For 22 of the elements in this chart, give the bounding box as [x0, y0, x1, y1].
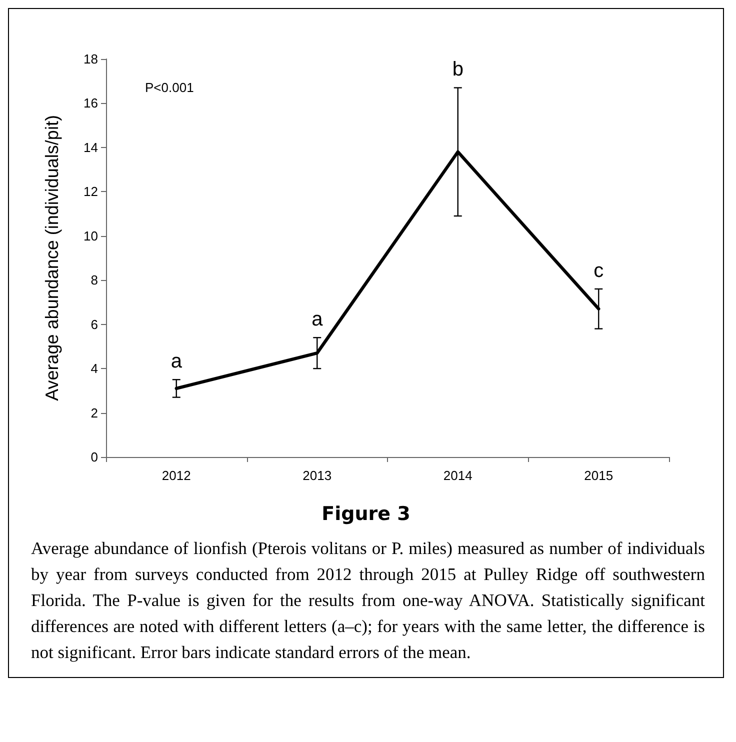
annotation: a: [312, 308, 324, 331]
text: Average abundance of lionfish (Pterois volitans or P. miles) measured as number of individuals by year from surveys conducted from 2012 through 2015 at Pulley Ridge off southwestern Florida. The P-value is given for the results from one-way ANOVA. Statistically significant differences are noted with different letters (a–c); for years with the same letter, the difference is not significant. Error bars indicate standard errors of the mean.: [31, 537, 705, 664]
y-tick-label: 8: [90, 272, 98, 288]
y-tick-label: 2: [90, 405, 98, 420]
y-axis-title: Average abundance (individuals/pit): [42, 115, 62, 401]
y-tick-label: 12: [84, 184, 98, 200]
x-tick-label: 2012: [162, 468, 191, 483]
y-tick-label: 4: [90, 361, 98, 376]
x-tick-label: 2014: [443, 468, 472, 483]
annotation: P<0.001: [145, 80, 194, 95]
annotation: b: [452, 58, 464, 81]
text: Figure 3: [320, 503, 412, 525]
annotation: a: [170, 350, 183, 373]
y-tick-label: 10: [84, 228, 98, 244]
y-tick-label: 6: [90, 316, 98, 332]
x-tick-label: 2013: [302, 468, 332, 483]
y-tick-label: 16: [84, 96, 98, 111]
y-tick-label: 0: [90, 450, 98, 464]
x-tick-label: 2015: [584, 468, 614, 483]
y-tick-label: 18: [84, 52, 98, 66]
y-tick-label: 14: [84, 140, 98, 155]
annotation: c: [594, 260, 604, 282]
